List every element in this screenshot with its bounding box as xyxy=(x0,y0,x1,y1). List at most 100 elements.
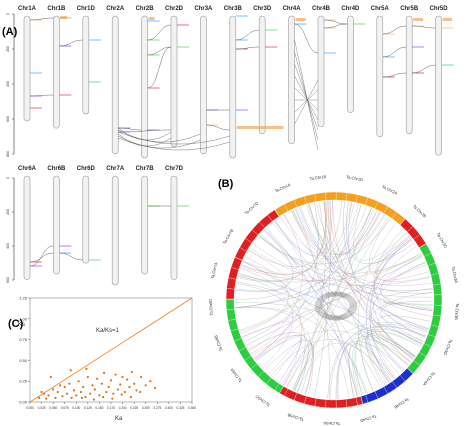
scatter-point xyxy=(86,375,89,379)
circos-chromosome-label: Ta.Chr5D xyxy=(254,394,271,408)
scatter-point xyxy=(70,396,73,399)
circos-ribbon xyxy=(314,291,358,321)
circos-ribbon xyxy=(291,210,432,286)
duplication-link xyxy=(29,245,54,267)
duplication-link xyxy=(294,79,319,125)
circos-tick xyxy=(314,193,317,202)
circos-ribbon xyxy=(383,302,433,306)
circos-tick xyxy=(365,394,369,403)
circos-ribbon xyxy=(297,207,429,330)
scatter-point xyxy=(114,373,117,376)
chromosome-bar xyxy=(405,15,413,135)
x-tick-label: 0.275 xyxy=(153,406,161,410)
chromosome-label: Chr1D xyxy=(77,6,96,12)
circos-tick xyxy=(267,214,273,222)
circos-tick xyxy=(423,252,432,257)
circos-tick xyxy=(239,247,247,252)
scatter-point xyxy=(119,383,122,386)
duplication-link xyxy=(382,72,407,78)
scale-tick-label: 0 xyxy=(6,177,10,179)
chromosome-bar xyxy=(111,175,119,286)
circos-tick xyxy=(355,397,358,406)
chromosome-row-1: Chr1A Chr1B Chr1D Chr2A Chr2B Chr2D Chr3A Chr3B… xyxy=(18,6,449,159)
duplication-link xyxy=(323,19,348,25)
gene-cluster-marker xyxy=(148,17,155,20)
circos-tick xyxy=(432,283,441,286)
circos-ribbon xyxy=(266,227,358,397)
circos-ribbon xyxy=(299,207,429,329)
duplication-link xyxy=(147,46,172,56)
circos-chromosome-label: Ta.Chr6B xyxy=(213,334,224,352)
chromosome-bar xyxy=(23,175,31,280)
chromosome-label: Chr6D xyxy=(77,166,96,172)
x-tick-label: 0.075 xyxy=(61,406,69,410)
scatter-point xyxy=(68,382,71,385)
scale-axis-row1: 0 200 400 600 800 xyxy=(6,13,15,157)
circos-ribbon xyxy=(373,329,416,363)
circos-tick xyxy=(266,377,272,385)
circos-segment xyxy=(399,218,427,249)
y-tick-label: 1.00 xyxy=(19,316,28,321)
chromosome-label: Chr2B xyxy=(136,6,155,12)
circos-chromosome-label: Ta.Chr3D xyxy=(443,338,454,356)
circos-tick xyxy=(407,368,414,374)
circos-tick xyxy=(399,375,406,382)
y-tick-label: 0.00 xyxy=(19,400,28,405)
circos-tick xyxy=(257,371,264,377)
circos-tick xyxy=(244,355,252,361)
circos-tick xyxy=(427,262,436,266)
x-tick-label: 0.350 xyxy=(188,406,196,410)
chromosome-label: Chr7A xyxy=(106,166,125,172)
circos-tick xyxy=(430,324,439,327)
duplication-link xyxy=(294,87,319,111)
circos-tick xyxy=(383,206,388,214)
chromosome-label: Chr5D xyxy=(430,6,449,12)
duplication-links xyxy=(29,15,454,267)
circos-tick xyxy=(274,209,280,217)
scatter-point xyxy=(47,394,50,397)
circos-ribbon xyxy=(321,295,351,317)
duplication-link xyxy=(412,64,436,74)
scatter-point xyxy=(129,395,133,399)
circos-ribbon xyxy=(306,204,424,343)
scatter-reference-line xyxy=(29,297,193,403)
chromosome-bar xyxy=(141,175,148,275)
circos-chromosome-label: Ta.Chr5B xyxy=(287,412,305,422)
circos-ribbon xyxy=(286,209,374,388)
circos-chromosome-label: Ta.Chr7D xyxy=(244,201,260,216)
circos-ribbon xyxy=(268,337,303,379)
circos-ribbon xyxy=(238,273,423,345)
circos-chromosome-label: Ta.Chr6A xyxy=(229,367,243,384)
circos-ribbon xyxy=(254,202,319,359)
duplication-link xyxy=(118,131,230,145)
circos-ribbon xyxy=(319,294,353,318)
duplication-link xyxy=(147,46,172,89)
circos-ribbon xyxy=(235,306,368,394)
circos-segment xyxy=(234,209,280,261)
chromosome-bar xyxy=(170,15,178,147)
duplication-link xyxy=(29,252,54,263)
circos-tick xyxy=(365,197,369,206)
duplication-link xyxy=(59,252,83,261)
circos-ribbon xyxy=(315,292,357,320)
scatter-point xyxy=(40,390,43,394)
circos-ribbon xyxy=(316,292,356,320)
circos-ribbon xyxy=(357,222,397,391)
scatter-point xyxy=(112,392,115,395)
circos-ribbon xyxy=(370,261,426,379)
circos-ribbon xyxy=(343,201,426,338)
x-tick-label: 0.175 xyxy=(107,406,115,410)
circos-tick xyxy=(430,273,439,276)
gene-cluster-marker xyxy=(442,18,452,21)
scatter-point xyxy=(38,396,41,399)
circos-tick xyxy=(345,192,348,201)
circos-tick xyxy=(374,201,379,209)
scatter-point xyxy=(144,384,147,387)
chromosome-label: Chr3A xyxy=(194,6,213,12)
circos-tick xyxy=(413,360,421,366)
circos-chromosome-label: Ta.Chr4B xyxy=(393,397,410,411)
circos-tick xyxy=(419,243,427,248)
circos-tick xyxy=(238,347,246,352)
circos-tick xyxy=(407,226,414,232)
x-tick-label: 0.200 xyxy=(119,406,127,410)
